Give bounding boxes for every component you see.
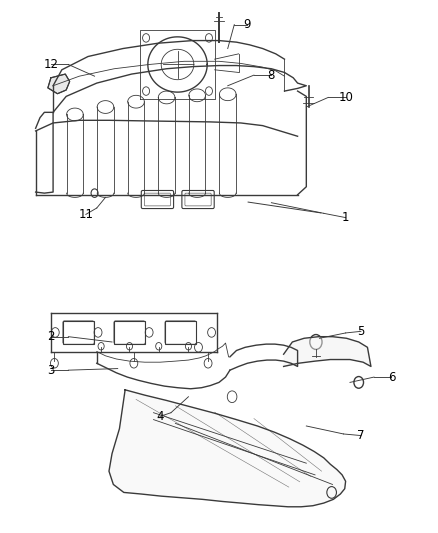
Text: 11: 11	[78, 208, 93, 221]
Bar	[114, 321, 145, 344]
Polygon shape	[284, 337, 371, 367]
Polygon shape	[109, 390, 346, 507]
Text: 5: 5	[357, 325, 364, 338]
Text: 7: 7	[357, 429, 365, 442]
Polygon shape	[48, 74, 70, 94]
Text: 3: 3	[47, 364, 55, 377]
Text: 12: 12	[43, 58, 58, 71]
Bar	[165, 321, 196, 344]
Text: 10: 10	[338, 91, 353, 104]
Text: 1: 1	[342, 211, 350, 224]
Bar	[63, 321, 94, 344]
Text: 2: 2	[47, 330, 55, 343]
Text: 4: 4	[156, 410, 164, 423]
Text: 9: 9	[244, 18, 251, 31]
Text: 6: 6	[388, 370, 395, 384]
Text: 8: 8	[268, 69, 275, 82]
